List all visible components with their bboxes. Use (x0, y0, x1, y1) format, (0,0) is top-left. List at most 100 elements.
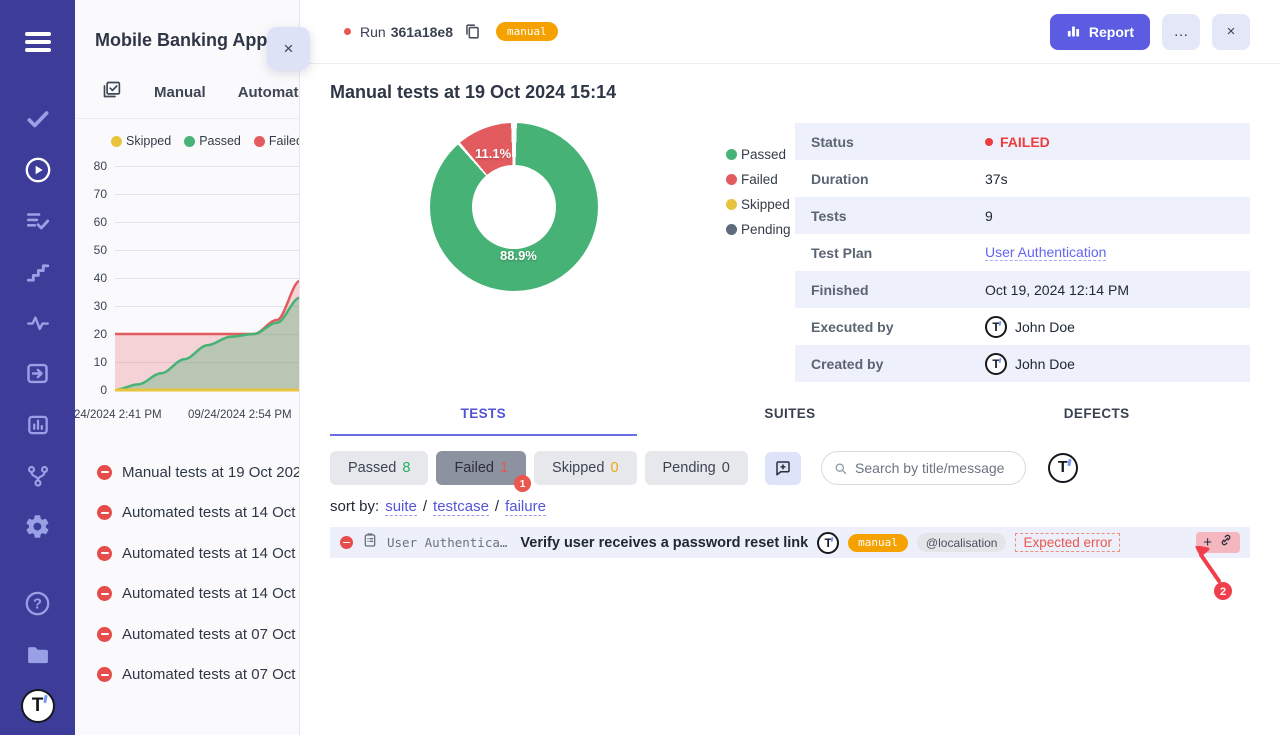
x-tick-start: 09/24/2024 2:41 PM (75, 409, 162, 421)
manual-badge: manual (848, 533, 908, 552)
sort-label: sort by: (330, 498, 380, 515)
pulse-icon[interactable] (0, 297, 75, 348)
legend-skipped[interactable]: Skipped (111, 134, 171, 148)
project-title: Mobile Banking App (95, 30, 268, 50)
avatar: T (985, 315, 1007, 338)
list-check-icon[interactable] (0, 195, 75, 246)
folder-icon[interactable] (0, 629, 75, 680)
assignee-avatar: T (817, 531, 840, 554)
donut-chart: 11.1% 88.9% (430, 123, 598, 291)
failed-dot (344, 28, 351, 35)
menu-icon[interactable] (0, 16, 75, 67)
expected-error-badge: Expected error (1015, 533, 1121, 552)
x-tick-end: 09/24/2024 2:54 PM (188, 409, 292, 421)
failed-run-icon (97, 626, 112, 642)
legend-pending[interactable]: Pending (726, 222, 791, 237)
panel-close-button[interactable]: × (267, 27, 310, 70)
add-defect-button[interactable]: + (1203, 534, 1212, 551)
sort-by-failure[interactable]: failure (505, 498, 546, 516)
legend-passed[interactable]: Passed (184, 134, 241, 148)
row-actions: + (1196, 532, 1240, 553)
donut-failed-label: 11.1% (475, 146, 512, 161)
search-box (820, 451, 1026, 485)
failed-run-icon (97, 505, 112, 521)
run-detail: Run 361a18e8 manual Report … × Manual te… (300, 0, 1280, 735)
tab-tests[interactable]: TESTS (330, 406, 637, 436)
search-input[interactable] (855, 460, 1013, 476)
copy-icon[interactable] (463, 22, 482, 41)
failed-run-icon (97, 464, 112, 480)
filter-skipped[interactable]: Skipped 0 (534, 451, 637, 485)
tab-suites[interactable]: SUITES (764, 406, 816, 421)
report-button[interactable]: Report (1049, 13, 1150, 50)
check-icon[interactable] (0, 93, 75, 144)
run-list-item[interactable]: Automated tests at 14 Oct 2024 (97, 493, 299, 534)
legend-passed[interactable]: Passed (726, 147, 791, 162)
run-list-item[interactable]: Automated tests at 14 Oct 2024 (97, 533, 299, 574)
test-title: Verify user receives a password reset li… (520, 534, 809, 551)
svg-text:?: ? (33, 597, 42, 613)
run-list-item[interactable]: Manual tests at 19 Oct 2024 (97, 452, 299, 493)
bar-chart-icon[interactable] (0, 399, 75, 450)
more-button[interactable]: … (1162, 13, 1200, 50)
run-id: 361a18e8 (390, 23, 453, 40)
run-header-bar: Run 361a18e8 manual Report … × (300, 0, 1280, 64)
legend-skipped[interactable]: Skipped (726, 197, 791, 212)
report-chart-icon (1067, 26, 1079, 37)
failed-run-icon (97, 545, 112, 561)
sort-by-suite[interactable]: suite (385, 498, 417, 516)
search-icon (835, 462, 847, 474)
close-run-button[interactable]: × (1212, 13, 1250, 50)
run-title: Manual tests at 19 Oct 2024 15:14 (330, 82, 617, 102)
run-list-item[interactable]: Automated tests at 07 Oct 2024 (97, 655, 299, 696)
sign-in-icon[interactable] (0, 348, 75, 399)
annotation-number: 2 (1220, 586, 1226, 598)
sort-bar: sort by: suite / testcase / failure (330, 498, 546, 516)
tab-automated[interactable]: Automated (237, 83, 299, 101)
filter-failed[interactable]: Failed 1 1 (436, 451, 532, 492)
multi-check-icon (101, 79, 122, 105)
branch-icon[interactable] (0, 450, 75, 501)
play-circle-icon[interactable] (0, 144, 75, 195)
gear-icon[interactable] (0, 501, 75, 552)
filter-passed[interactable]: Passed 8 (330, 451, 429, 485)
trend-legend: Skipped Passed Failed (75, 119, 299, 154)
run-list-item[interactable]: Automated tests at 07 Oct 2024 (97, 614, 299, 655)
add-comment-button[interactable] (764, 451, 801, 485)
info-row-duration: Duration 37s (811, 170, 1008, 187)
steps-icon[interactable] (0, 246, 75, 297)
info-row-finished: Finished Oct 19, 2024 12:14 PM (795, 271, 1250, 308)
close-icon: × (283, 38, 294, 58)
tab-defects[interactable]: DEFECTS (1063, 406, 1130, 421)
run-info-table: Status FAILED Duration 37s Tests 9 Test … (795, 123, 1250, 382)
info-row-tests: Tests 9 (795, 197, 1250, 234)
suite-name[interactable]: User Authentica… (387, 535, 508, 550)
logo-avatar[interactable]: T (0, 680, 75, 731)
info-row-created-by: Created by T John Doe (795, 345, 1250, 382)
failed-run-icon (97, 586, 112, 602)
link-issue-button[interactable] (1219, 533, 1233, 552)
test-result-row[interactable]: User Authentica… Verify user receives a … (330, 527, 1250, 558)
close-icon: × (1226, 23, 1236, 40)
runs-panel: Mobile Banking App Manual Automated Skip… (75, 0, 300, 735)
filter-pending[interactable]: Pending 0 (644, 451, 748, 485)
sort-by-testcase[interactable]: testcase (433, 498, 489, 516)
legend-failed[interactable]: Failed (253, 134, 299, 148)
failed-dot (253, 135, 265, 147)
test-plan-link[interactable]: User Authentication (985, 244, 1107, 261)
localisation-tag[interactable]: @localisation (916, 533, 1007, 552)
header-actions: Report … × (1049, 13, 1250, 50)
legend-failed[interactable]: Failed (726, 172, 791, 187)
skipped-dot (111, 135, 122, 147)
help-icon[interactable]: ? (0, 578, 75, 629)
tab-manual[interactable]: Manual (154, 83, 206, 101)
donut-passed-label: 88.9% (500, 248, 537, 263)
icon-rail: ? T (0, 0, 75, 735)
run-label: Run (360, 23, 386, 40)
failed-run-icon (97, 667, 112, 683)
run-list-item[interactable]: Automated tests at 14 Oct 2024 (97, 574, 299, 615)
info-row-testplan: Test Plan User Authentication (811, 244, 1107, 261)
user-avatar-filter[interactable]: T (1047, 453, 1078, 483)
